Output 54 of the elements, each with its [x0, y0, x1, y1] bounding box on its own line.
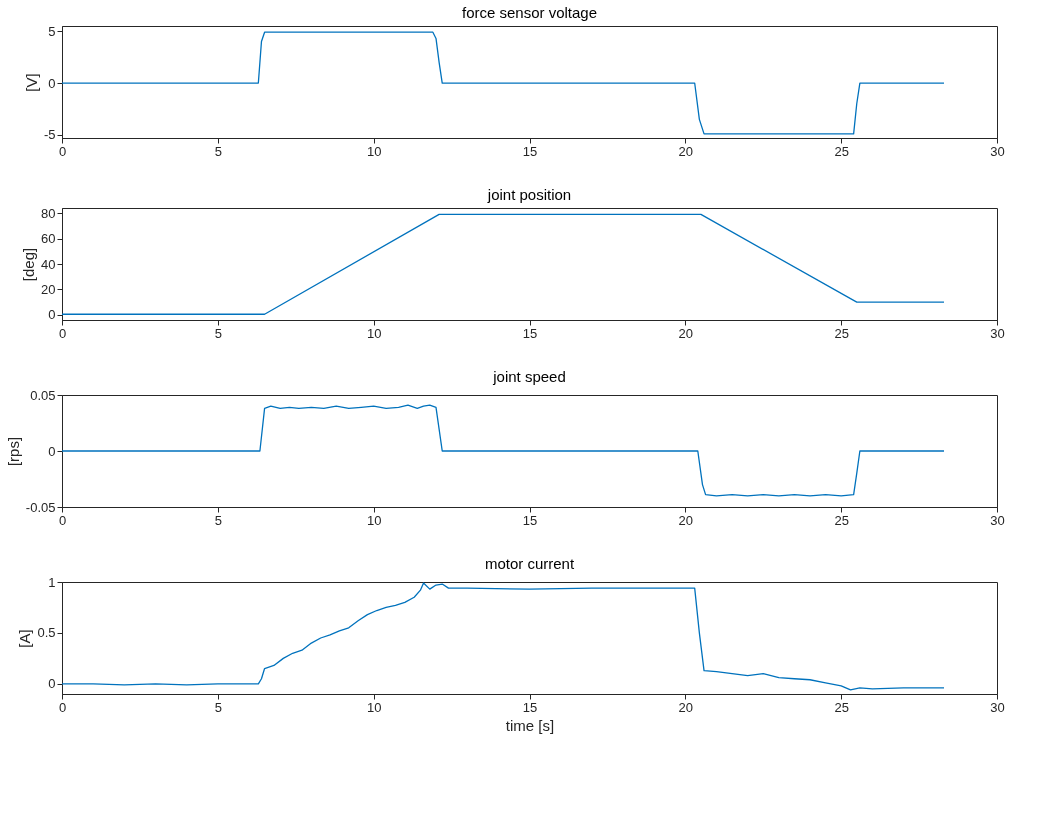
x-tick-label: 30: [990, 512, 1005, 528]
x-tick-label: 20: [678, 143, 694, 159]
x-tick-label: 15: [522, 512, 538, 528]
x-tick-label: 30: [990, 143, 1005, 159]
y-tick-label: 0: [48, 676, 56, 692]
x-tick-label: 15: [522, 699, 538, 715]
x-tick-label: 30: [990, 699, 1005, 715]
x-tick-label: 10: [366, 699, 382, 715]
x-tick-label: 25: [834, 512, 849, 528]
x-tick-label: 25: [834, 325, 849, 341]
y-axis-title: [deg]: [20, 247, 38, 282]
x-tick-label: 0: [58, 143, 67, 159]
y-tick-label: 60: [41, 231, 56, 247]
y-tick-label: -5: [43, 127, 56, 143]
x-tick-label: 10: [366, 325, 382, 341]
x-tick-label: 15: [522, 325, 538, 341]
y-axis-title: [A]: [16, 629, 34, 648]
x-tick-label: 0: [58, 699, 67, 715]
y-tick-label: -0.05: [25, 499, 56, 515]
x-axis-title: time [s]: [505, 716, 555, 734]
y-axis-title: [V]: [22, 73, 40, 92]
y-tick-label: 0: [48, 443, 56, 459]
y-tick-label: 0: [48, 307, 56, 323]
x-tick-label: 25: [834, 699, 849, 715]
x-tick-label: 5: [214, 699, 222, 715]
y-tick-label: 20: [41, 281, 56, 297]
x-tick-label: 20: [678, 512, 694, 528]
x-tick-label: 10: [366, 512, 382, 528]
y-tick-label: 40: [41, 256, 56, 272]
x-tick-label: 5: [214, 512, 222, 528]
line-series: [61, 31, 945, 135]
x-tick-label: 5: [214, 325, 222, 341]
y-tick-label: 5: [48, 23, 56, 39]
x-tick-label: 10: [366, 143, 382, 159]
x-tick-label: 5: [214, 143, 222, 159]
x-tick-label: 20: [678, 325, 694, 341]
line-series: [61, 582, 945, 691]
chart-title: motor current: [484, 555, 575, 572]
x-tick-label: 25: [834, 143, 849, 159]
chart-title: joint speed: [492, 368, 566, 385]
x-tick-label: 15: [522, 143, 538, 159]
x-tick-label: 0: [58, 325, 67, 341]
chart-title: force sensor voltage: [461, 4, 598, 22]
y-tick-label: 0.05: [30, 387, 56, 403]
chart-title: joint position: [486, 186, 572, 204]
y-tick-label: 0: [48, 75, 56, 91]
y-tick-label: 0.5: [37, 625, 56, 641]
y-axis-title: [rps]: [4, 436, 22, 467]
line-series: [61, 404, 945, 497]
x-tick-label: 30: [990, 325, 1005, 341]
x-tick-label: 20: [678, 699, 694, 715]
x-tick-label: 0: [58, 512, 67, 528]
y-tick-label: 80: [41, 205, 56, 221]
y-tick-label: 1: [48, 574, 56, 590]
